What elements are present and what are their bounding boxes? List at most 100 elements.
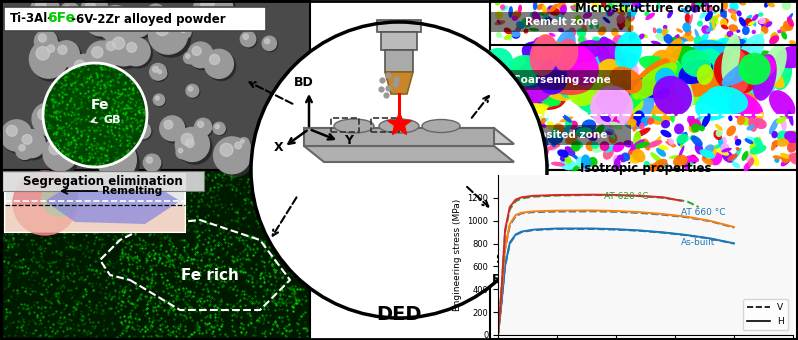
Circle shape <box>130 16 139 25</box>
Circle shape <box>96 78 106 89</box>
Ellipse shape <box>497 151 509 162</box>
Ellipse shape <box>553 30 576 68</box>
Ellipse shape <box>780 153 789 159</box>
Ellipse shape <box>645 11 650 17</box>
Circle shape <box>19 145 25 151</box>
Circle shape <box>77 76 97 96</box>
Ellipse shape <box>653 41 658 45</box>
Circle shape <box>97 141 136 180</box>
Circle shape <box>49 142 61 155</box>
Circle shape <box>16 141 34 159</box>
Circle shape <box>74 60 85 71</box>
Ellipse shape <box>550 4 558 12</box>
Ellipse shape <box>735 139 741 146</box>
Circle shape <box>105 148 118 162</box>
Ellipse shape <box>728 8 737 14</box>
Ellipse shape <box>784 131 798 143</box>
Ellipse shape <box>767 2 775 7</box>
Ellipse shape <box>547 121 555 130</box>
Circle shape <box>44 41 65 62</box>
Ellipse shape <box>595 74 630 116</box>
Circle shape <box>85 2 96 12</box>
Ellipse shape <box>558 28 564 32</box>
Ellipse shape <box>578 35 587 45</box>
Circle shape <box>137 125 143 131</box>
Ellipse shape <box>575 127 590 138</box>
Bar <box>331 118 359 132</box>
Circle shape <box>194 0 233 28</box>
Ellipse shape <box>595 67 613 118</box>
Circle shape <box>198 121 203 127</box>
Ellipse shape <box>780 118 787 131</box>
Text: GB: GB <box>103 115 120 125</box>
Ellipse shape <box>701 25 710 35</box>
Ellipse shape <box>695 143 703 154</box>
Circle shape <box>106 31 141 66</box>
Ellipse shape <box>776 138 789 147</box>
Circle shape <box>69 8 89 27</box>
Ellipse shape <box>628 33 634 41</box>
Ellipse shape <box>754 112 764 125</box>
Ellipse shape <box>716 129 723 137</box>
Ellipse shape <box>571 40 610 79</box>
Ellipse shape <box>757 20 765 26</box>
Text: Equiaxed β grains: Equiaxed β grains <box>492 273 618 287</box>
Circle shape <box>158 70 162 74</box>
Circle shape <box>127 42 136 52</box>
Circle shape <box>90 72 121 104</box>
Circle shape <box>164 120 173 129</box>
Ellipse shape <box>734 135 738 141</box>
Ellipse shape <box>633 125 638 132</box>
Ellipse shape <box>689 39 738 87</box>
Ellipse shape <box>681 38 688 42</box>
Ellipse shape <box>508 55 543 86</box>
Ellipse shape <box>549 33 555 37</box>
Ellipse shape <box>737 40 749 46</box>
Bar <box>381 32 417 50</box>
Circle shape <box>240 31 256 47</box>
Circle shape <box>87 70 124 108</box>
Ellipse shape <box>705 144 714 153</box>
Ellipse shape <box>713 48 760 94</box>
Ellipse shape <box>538 143 543 157</box>
Ellipse shape <box>627 8 637 18</box>
Ellipse shape <box>592 143 607 153</box>
Circle shape <box>42 180 78 216</box>
Ellipse shape <box>655 68 675 88</box>
Ellipse shape <box>678 59 713 84</box>
Ellipse shape <box>607 1 614 7</box>
Ellipse shape <box>670 155 681 159</box>
Ellipse shape <box>713 10 717 14</box>
Ellipse shape <box>662 29 667 36</box>
Circle shape <box>239 138 250 149</box>
Ellipse shape <box>516 120 524 130</box>
FancyBboxPatch shape <box>2 171 204 191</box>
Ellipse shape <box>595 52 638 78</box>
Ellipse shape <box>595 59 624 91</box>
Ellipse shape <box>631 0 639 7</box>
Ellipse shape <box>613 155 622 167</box>
Ellipse shape <box>548 133 563 144</box>
Ellipse shape <box>701 33 709 41</box>
Ellipse shape <box>781 0 791 10</box>
Ellipse shape <box>581 163 587 171</box>
Ellipse shape <box>547 68 595 95</box>
Ellipse shape <box>379 119 419 133</box>
Ellipse shape <box>721 34 741 83</box>
Ellipse shape <box>613 35 623 44</box>
Ellipse shape <box>726 31 733 37</box>
Ellipse shape <box>572 165 581 171</box>
Ellipse shape <box>622 70 656 113</box>
Ellipse shape <box>582 119 596 131</box>
Ellipse shape <box>752 14 759 21</box>
Ellipse shape <box>599 141 610 151</box>
Ellipse shape <box>743 55 776 78</box>
Ellipse shape <box>626 14 635 22</box>
Ellipse shape <box>729 2 739 11</box>
Ellipse shape <box>683 71 724 97</box>
Circle shape <box>235 142 242 149</box>
Ellipse shape <box>541 42 579 75</box>
Ellipse shape <box>517 88 539 131</box>
Ellipse shape <box>577 28 587 38</box>
Circle shape <box>144 154 160 171</box>
